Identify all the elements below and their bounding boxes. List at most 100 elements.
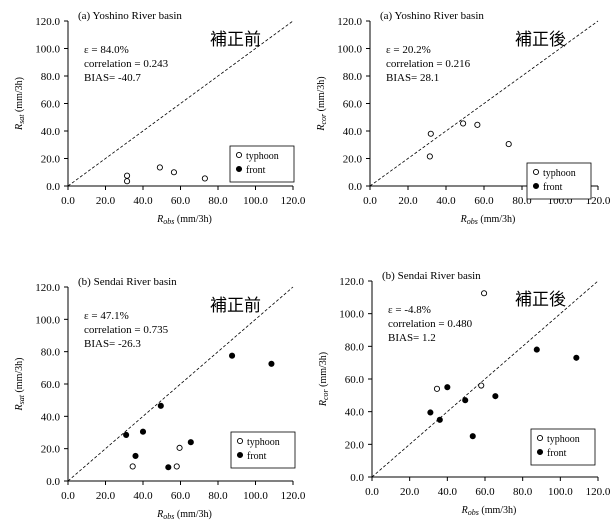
point-front <box>157 402 164 409</box>
x-tick-label: 80.0 <box>208 195 228 207</box>
x-tick-label: 60.0 <box>171 490 191 502</box>
point-typhoon <box>474 121 481 128</box>
x-tick-label: 20.0 <box>398 195 418 207</box>
legend-marker-front <box>236 451 244 459</box>
point-typhoon <box>176 444 183 451</box>
y-tick-label: 120.0 <box>35 16 60 28</box>
x-tick-label: 120.0 <box>586 195 611 207</box>
x-tick-label: 80.0 <box>208 490 228 502</box>
y-tick-label: 120.0 <box>35 282 60 294</box>
y-tick-label: 80.0 <box>345 341 365 353</box>
stat-line: BIAS= 28.1 <box>386 72 439 84</box>
panel-title: (a) Yoshino River basin <box>78 10 182 22</box>
point-typhoon <box>481 290 488 297</box>
x-tick-label: 40.0 <box>133 195 153 207</box>
y-tick-label: 40.0 <box>345 407 365 419</box>
x-axis-label: Robs (mm/3h) <box>461 505 517 517</box>
y-tick-label: 60.0 <box>41 99 61 111</box>
y-tick-label: 80.0 <box>41 347 61 359</box>
y-tick-label: 0.0 <box>350 472 364 484</box>
overlay-label: 補正前 <box>210 30 261 50</box>
point-front <box>573 354 580 361</box>
y-tick-label: 40.0 <box>343 126 363 138</box>
y-tick-label: 60.0 <box>343 99 363 111</box>
legend-label: typhoon <box>547 434 580 445</box>
point-front <box>123 431 130 438</box>
panel-title: (b) Sendai River basin <box>382 270 481 282</box>
point-typhoon <box>505 141 512 148</box>
overlay-label: 補正前 <box>210 296 261 316</box>
stat-line: ε = 84.0% <box>84 44 129 56</box>
y-tick-label: 100.0 <box>35 314 60 326</box>
x-tick-label: 40.0 <box>436 195 456 207</box>
legend-label: typhoon <box>246 151 279 162</box>
point-typhoon <box>129 463 136 470</box>
point-front <box>533 346 540 353</box>
point-typhoon <box>201 175 208 182</box>
y-tick-label: 20.0 <box>343 154 363 166</box>
stat-line: BIAS= 1.2 <box>388 332 436 344</box>
point-front <box>229 352 236 359</box>
x-tick-label: 60.0 <box>171 195 191 207</box>
y-tick-label: 100.0 <box>339 309 364 321</box>
legend-label: front <box>246 165 266 176</box>
chart-panel-4: 0.0 20.0 40.0 60.0 80.0 100.0 120.0 0.0 20.0 40.0… <box>318 270 611 517</box>
legend-box <box>526 162 592 200</box>
x-tick-label: 20.0 <box>96 490 116 502</box>
x-tick-label: 60.0 <box>474 195 494 207</box>
reference-line-1to1 <box>369 20 599 187</box>
y-tick-label: 60.0 <box>345 374 365 386</box>
point-typhoon <box>433 385 441 392</box>
legend-marker-front <box>532 182 540 190</box>
legend-marker-typhoon <box>536 434 544 442</box>
x-tick-label: 40.0 <box>133 490 153 502</box>
reference-line-1to1 <box>67 286 294 482</box>
stat-line: ε = 20.2% <box>386 44 431 56</box>
point-typhoon <box>170 169 177 176</box>
y-tick-label: 40.0 <box>41 411 61 423</box>
y-tick-label: 0.0 <box>46 476 60 488</box>
stat-line: correlation = 0.243 <box>84 58 169 70</box>
stat-line: ε = 47.1% <box>84 310 129 322</box>
stat-line: correlation = 0.480 <box>388 318 473 330</box>
legend-marker-typhoon <box>532 168 540 176</box>
x-tick-label: 60.0 <box>475 486 495 498</box>
y-tick-label: 120.0 <box>337 16 362 28</box>
y-tick-label: 20.0 <box>41 444 61 456</box>
x-tick-label: 0.0 <box>61 195 75 207</box>
y-axis-label: Rcor (mm/3h) <box>316 76 328 131</box>
point-typhoon <box>124 172 131 179</box>
legend-marker-front <box>536 448 544 456</box>
point-front <box>268 360 275 367</box>
x-tick-label: 0.0 <box>363 195 377 207</box>
legend-marker-typhoon <box>235 151 243 159</box>
x-tick-label: 100.0 <box>548 486 573 498</box>
x-tick-label: 20.0 <box>400 486 420 498</box>
point-typhoon <box>426 153 433 160</box>
y-tick-label: 40.0 <box>41 126 61 138</box>
chart-panel-1: 0.0 20.0 40.0 60.0 80.0 100.0 120.0 0.0 20.0 40.0… <box>14 10 306 226</box>
legend-marker-typhoon <box>236 437 244 445</box>
x-tick-label: 120.0 <box>586 486 611 498</box>
stat-line: correlation = 0.735 <box>84 324 169 336</box>
legend-label: typhoon <box>247 437 280 448</box>
y-tick-label: 20.0 <box>345 439 365 451</box>
overlay-label: 補正後 <box>515 30 566 50</box>
stat-line: ε = -4.8% <box>388 304 431 316</box>
x-tick-label: 80.0 <box>513 486 533 498</box>
point-front <box>444 384 451 391</box>
legend-label: typhoon <box>543 168 576 179</box>
x-tick-label: 120.0 <box>281 195 306 207</box>
panel-title: (b) Sendai River basin <box>78 276 177 288</box>
y-tick-label: 100.0 <box>35 44 60 56</box>
chart-panel-2: 0.0 20.0 40.0 60.0 80.0 100.0 120.0 0.0 20.0 40.0… <box>316 10 611 226</box>
point-front <box>427 409 434 416</box>
point-front <box>436 416 443 423</box>
stat-line: correlation = 0.216 <box>386 58 471 70</box>
x-tick-label: 120.0 <box>281 490 306 502</box>
point-front <box>165 464 172 471</box>
y-tick-label: 120.0 <box>339 276 364 288</box>
stat-line: BIAS= -26.3 <box>84 338 141 350</box>
x-axis-label: Robs (mm/3h) <box>156 214 212 226</box>
